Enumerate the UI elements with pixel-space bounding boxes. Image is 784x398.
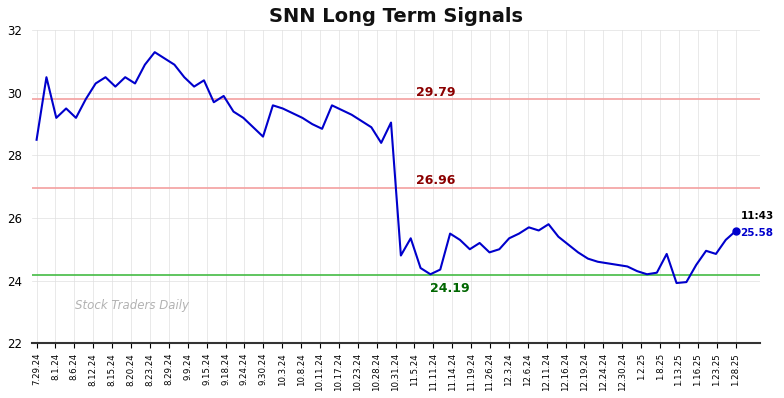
Text: 29.79: 29.79: [416, 86, 456, 99]
Text: 26.96: 26.96: [416, 174, 456, 187]
Text: 24.19: 24.19: [430, 282, 470, 295]
Title: SNN Long Term Signals: SNN Long Term Signals: [269, 7, 523, 26]
Text: 11:43: 11:43: [741, 211, 774, 221]
Text: 25.58: 25.58: [741, 228, 774, 238]
Text: Stock Traders Daily: Stock Traders Daily: [75, 299, 190, 312]
